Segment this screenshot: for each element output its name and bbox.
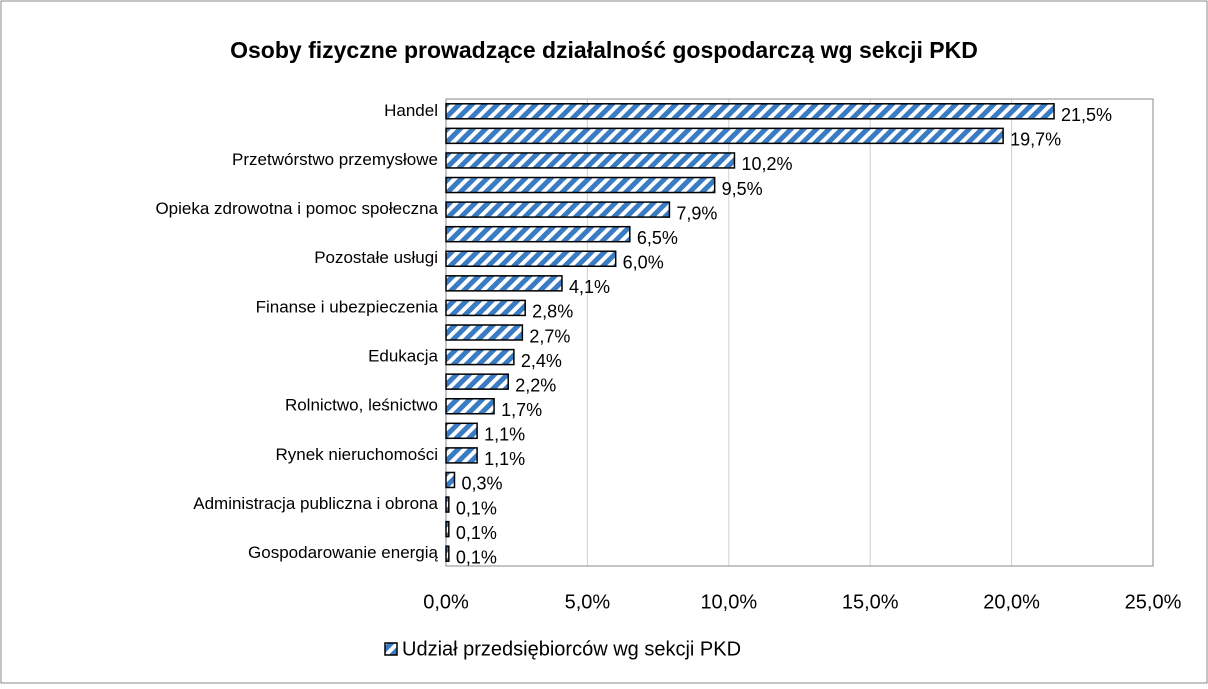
x-tick-label: 5,0% bbox=[565, 591, 611, 613]
x-tick-label: 15,0% bbox=[842, 591, 899, 613]
data-label: 6,5% bbox=[637, 228, 678, 248]
data-label: 10,2% bbox=[741, 154, 792, 174]
y-tick-label: Finanse i ubezpieczenia bbox=[256, 297, 439, 316]
data-label: 0,3% bbox=[461, 474, 502, 494]
data-label: 2,8% bbox=[532, 302, 573, 322]
data-label: 1,1% bbox=[484, 449, 525, 469]
data-label: 2,2% bbox=[515, 375, 556, 395]
x-tick-label: 0,0% bbox=[423, 591, 469, 613]
data-label: 0,1% bbox=[456, 498, 497, 518]
bar bbox=[445, 447, 478, 464]
bar bbox=[445, 299, 526, 317]
y-tick-label: Przetwórstwo przemysłowe bbox=[232, 150, 438, 169]
y-tick-label: Rolnictwo, leśnictwo bbox=[285, 396, 438, 415]
bar bbox=[445, 152, 736, 169]
legend-label: Udział przedsiębiorców wg sekcji PKD bbox=[402, 638, 741, 660]
data-label: 0,1% bbox=[456, 523, 497, 543]
data-label: 9,5% bbox=[722, 179, 763, 199]
bar bbox=[445, 127, 1004, 145]
bar bbox=[445, 348, 515, 366]
data-label: 2,7% bbox=[529, 326, 570, 346]
y-tick-label: Handel bbox=[384, 101, 438, 120]
bar bbox=[445, 397, 495, 415]
data-label: 7,9% bbox=[676, 203, 717, 223]
data-label: 1,1% bbox=[484, 425, 525, 445]
bar bbox=[445, 545, 450, 562]
data-label: 21,5% bbox=[1061, 105, 1112, 125]
bar bbox=[445, 275, 563, 292]
y-tick-label: Opieka zdrowotna i pomoc społeczna bbox=[155, 199, 438, 218]
data-label: 4,1% bbox=[569, 277, 610, 297]
data-label: 2,4% bbox=[521, 351, 562, 371]
legend-swatch bbox=[384, 642, 398, 656]
y-tick-label: Edukacja bbox=[368, 347, 438, 366]
y-tick-label: Gospodarowanie energią bbox=[248, 543, 439, 562]
y-tick-label: Pozostałe usługi bbox=[314, 248, 438, 267]
bar bbox=[445, 225, 631, 243]
bar bbox=[445, 496, 450, 513]
x-tick-label: 25,0% bbox=[1125, 591, 1182, 613]
bar bbox=[445, 103, 1055, 120]
chart-title: Osoby fizyczne prowadzące działalność go… bbox=[230, 37, 978, 63]
bar bbox=[445, 201, 671, 218]
data-label: 0,1% bbox=[456, 547, 497, 567]
x-tick-label: 10,0% bbox=[700, 591, 757, 613]
y-tick-label: Rynek nieruchomości bbox=[275, 445, 438, 464]
data-label: 19,7% bbox=[1010, 130, 1061, 150]
bar bbox=[445, 373, 509, 390]
bar bbox=[445, 324, 524, 341]
bar bbox=[445, 176, 716, 194]
bar bbox=[445, 250, 617, 268]
data-label: 6,0% bbox=[623, 253, 664, 273]
bar bbox=[445, 471, 456, 489]
data-label: 1,7% bbox=[501, 400, 542, 420]
y-tick-label: Administracja publiczna i obrona bbox=[193, 494, 438, 513]
x-tick-label: 20,0% bbox=[983, 591, 1040, 613]
bar bbox=[445, 422, 478, 440]
bar bbox=[445, 520, 450, 538]
